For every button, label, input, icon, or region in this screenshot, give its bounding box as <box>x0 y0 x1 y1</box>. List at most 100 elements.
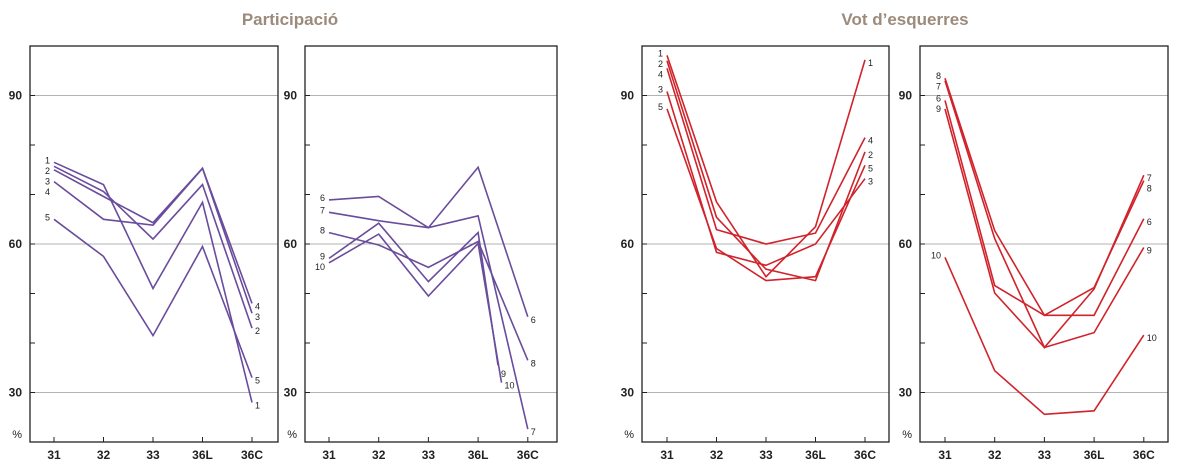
series-label-end: 4 <box>868 136 873 146</box>
series-label-start: 5 <box>658 102 663 112</box>
series-label-start: 5 <box>45 212 50 222</box>
y-tick-label: 90 <box>621 89 635 103</box>
series-line-10 <box>944 257 1145 416</box>
series-label-end: 8 <box>531 358 536 368</box>
series-label-start: 8 <box>320 226 325 236</box>
series-label-start: 8 <box>936 71 941 81</box>
series-label-start: 10 <box>315 262 325 272</box>
series-label-end: 3 <box>868 177 873 187</box>
y-tick-label: 60 <box>284 237 298 251</box>
x-tick-label: 32 <box>97 448 111 462</box>
title-participacio: Participació <box>241 10 339 29</box>
series-label-start: 10 <box>931 250 941 260</box>
x-tick-label: 36C <box>517 448 539 462</box>
series-label-start: 6 <box>936 93 941 103</box>
x-tick-label: 31 <box>938 448 952 462</box>
series-line-6 <box>328 165 529 318</box>
series-label-end: 2 <box>255 326 260 336</box>
x-tick-label: 33 <box>422 448 436 462</box>
series-label-start: 4 <box>45 187 50 197</box>
y-tick-label: 30 <box>284 386 298 400</box>
series-line-5 <box>53 218 253 378</box>
series-label-start: 2 <box>45 166 50 176</box>
series-label-start: 4 <box>658 69 663 79</box>
series-label-start: 3 <box>658 85 663 95</box>
series-line-2 <box>666 60 866 282</box>
series-label-end: 4 <box>255 301 260 311</box>
series-label-end: 8 <box>1147 184 1152 194</box>
series-label-end: 9 <box>501 369 506 379</box>
y-tick-label: 90 <box>9 89 23 103</box>
series-label-start: 9 <box>936 104 941 114</box>
series-line-3 <box>666 91 866 267</box>
x-tick-label: 36L <box>192 448 213 462</box>
series-label-start: 6 <box>320 193 325 203</box>
series-line-5 <box>666 108 866 282</box>
series-label-end: 2 <box>868 150 873 160</box>
y-axis-label: % <box>287 429 297 441</box>
x-tick-label: 31 <box>660 448 674 462</box>
x-tick-label: 31 <box>322 448 336 462</box>
x-tick-label: 36C <box>1133 448 1155 462</box>
series-label-start: 9 <box>320 251 325 261</box>
series-label-end: 10 <box>504 381 514 391</box>
x-tick-label: 36L <box>805 448 826 462</box>
series-line-2 <box>53 165 253 329</box>
series-label-start: 1 <box>45 155 50 165</box>
series-label-end: 6 <box>1147 217 1152 227</box>
x-tick-label: 32 <box>372 448 386 462</box>
series-label-end: 1 <box>255 400 260 410</box>
y-axis-label: % <box>902 429 912 441</box>
series-label-end: 3 <box>255 312 260 322</box>
series-label-start: 7 <box>936 82 941 92</box>
x-tick-label: 33 <box>1038 448 1052 462</box>
x-tick-label: 36L <box>468 448 489 462</box>
x-tick-label: 33 <box>759 448 773 462</box>
series-line-8 <box>944 77 1145 317</box>
series-label-start: 7 <box>320 205 325 215</box>
series-line-1 <box>53 161 253 403</box>
series-line-1 <box>666 55 866 278</box>
y-axis-label: % <box>12 429 22 441</box>
x-tick-label: 36L <box>1084 448 1105 462</box>
series-line-6 <box>944 100 1145 317</box>
series-label-end: 9 <box>1147 245 1152 255</box>
series-line-9 <box>328 222 499 366</box>
series-label-end: 10 <box>1147 333 1157 343</box>
y-axis-label: % <box>624 429 634 441</box>
x-tick-label: 36C <box>241 448 263 462</box>
x-tick-label: 36C <box>854 448 876 462</box>
y-tick-label: 30 <box>899 386 913 400</box>
series-label-start: 3 <box>45 176 50 186</box>
plot-frame <box>304 45 558 443</box>
series-label-end: 6 <box>531 315 536 325</box>
y-tick-label: 30 <box>9 386 23 400</box>
series-line-4 <box>53 166 253 304</box>
y-tick-label: 90 <box>284 89 298 103</box>
series-line-10 <box>328 233 503 383</box>
y-tick-label: 60 <box>621 237 635 251</box>
y-tick-label: 30 <box>621 386 635 400</box>
y-tick-label: 60 <box>899 237 913 251</box>
x-tick-label: 33 <box>146 448 160 462</box>
series-label-end: 1 <box>868 58 873 68</box>
series-label-end: 5 <box>868 163 873 173</box>
plot-frame <box>29 45 279 443</box>
series-label-start: 1 <box>658 48 663 58</box>
series-label-end: 7 <box>531 427 536 437</box>
series-label-start: 2 <box>658 59 663 69</box>
series-label-end: 7 <box>1147 173 1152 183</box>
x-tick-label: 32 <box>988 448 1002 462</box>
y-tick-label: 90 <box>899 89 913 103</box>
series-line-4 <box>666 68 866 245</box>
series-line-3 <box>53 166 253 314</box>
series-label-end: 5 <box>255 376 260 386</box>
x-tick-label: 32 <box>710 448 724 462</box>
x-tick-label: 31 <box>47 448 61 462</box>
series-line-9 <box>944 108 1145 349</box>
series-line-7 <box>328 211 529 430</box>
series-line-8 <box>328 231 529 361</box>
y-tick-label: 60 <box>9 237 23 251</box>
title-vot-esquerres: Vot d’esquerres <box>841 10 969 29</box>
